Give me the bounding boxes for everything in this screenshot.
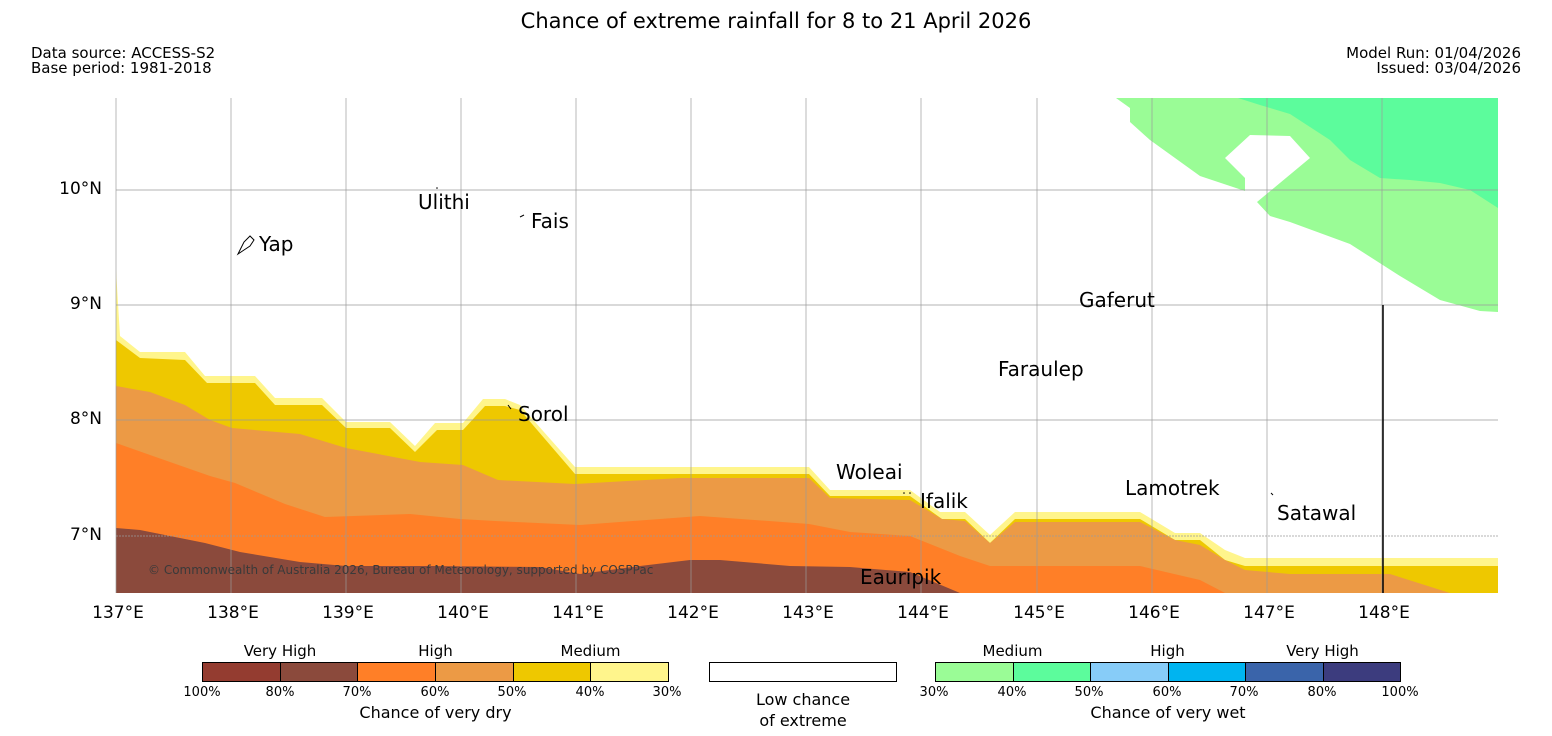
- legend-wet-swatch-2: [1013, 663, 1091, 681]
- legend-dry-tick: 30%: [652, 685, 682, 700]
- legend-wet-tick: 40%: [997, 685, 1027, 700]
- place-woleai: Woleai: [836, 460, 903, 484]
- legend-dry-medium: Medium: [560, 642, 621, 660]
- legend-low-chance-line1: Low chance: [755, 690, 851, 709]
- issued-date: Issued: 03/04/2026: [1376, 59, 1521, 77]
- legend-dry-very-high: Very High: [243, 642, 317, 660]
- legend-dry-tick: 100%: [183, 685, 221, 700]
- legend-wet-swatch-6: [1323, 663, 1400, 681]
- sorol-island: [507, 404, 512, 410]
- ifalik-island: [903, 492, 905, 494]
- lat-label-9n: 9°N: [69, 294, 102, 314]
- legend-wet-tick: 50%: [1074, 685, 1104, 700]
- legend-wet-medium: Medium: [982, 642, 1043, 660]
- legend-dry-high: High: [418, 642, 453, 660]
- meta-left: Data source: ACCESS-S2 Base period: 1981…: [31, 46, 215, 76]
- ifalik-island-2: [909, 492, 911, 494]
- legend-dry-colorbar: [202, 662, 669, 682]
- legend-wet-swatch-1: [936, 663, 1014, 681]
- yap-island-outline: [236, 235, 255, 256]
- graticule: [115, 98, 1498, 593]
- base-period: Base period: 1981-2018: [31, 59, 212, 77]
- legend-wet-tick: 100%: [1381, 685, 1419, 700]
- legend-wet-swatch-4: [1168, 663, 1246, 681]
- lat-label-10n: 10°N: [59, 179, 102, 199]
- place-sorol: Sorol: [518, 402, 569, 426]
- legend-wet-colorbar: [935, 662, 1401, 682]
- lon-label-142e: 142°E: [667, 603, 719, 623]
- lon-label-147e: 147°E: [1243, 603, 1295, 623]
- meta-right: Model Run: 01/04/2026 Issued: 03/04/2026: [1346, 46, 1521, 76]
- place-eauripik: Eauripik: [860, 565, 942, 589]
- legend-low-chance-title: Low chance of extreme: [709, 689, 897, 731]
- place-ifalik: Ifalik: [920, 489, 968, 513]
- place-faraulep: Faraulep: [998, 357, 1084, 381]
- legend-dry-swatch-1: [203, 663, 281, 681]
- legend-wet-title: Chance of very wet: [1090, 703, 1246, 722]
- ulithi-island: [436, 187, 438, 189]
- lat-label-7n: 7°N: [69, 525, 102, 545]
- region-dry-very-high: [116, 528, 960, 593]
- place-satawal: Satawal: [1277, 501, 1357, 525]
- legend-dry-swatch-5: [513, 663, 592, 681]
- lon-label-141e: 141°E: [552, 603, 604, 623]
- legend-dry-swatch-6: [591, 663, 669, 681]
- copyright-notice: © Commonwealth of Australia 2026, Bureau…: [148, 563, 654, 577]
- legend-wet-high: High: [1150, 642, 1185, 660]
- lon-label-139e: 139°E: [322, 603, 374, 623]
- place-fais: Fais: [531, 209, 569, 233]
- place-gaferut: Gaferut: [1079, 288, 1155, 312]
- data-source: Data source: ACCESS-S2: [31, 44, 216, 62]
- region-dry-high: [116, 443, 1225, 593]
- legend-dry-tick: 40%: [575, 685, 605, 700]
- legend-dry-swatch-3: [358, 663, 437, 681]
- map-title: Chance of extreme rainfall for 8 to 21 A…: [520, 9, 1032, 33]
- legend-dry-tick: 70%: [342, 685, 372, 700]
- legend-wet-very-high: Very High: [1286, 642, 1359, 660]
- model-run: Model Run: 01/04/2026: [1346, 44, 1521, 62]
- legend-wet-tick: 70%: [1229, 685, 1259, 700]
- legend-dry-title: Chance of very dry: [359, 703, 512, 722]
- lon-label-148e: 148°E: [1358, 603, 1410, 623]
- legend-dry-swatch-2: [280, 663, 359, 681]
- legend-dry-tick: 50%: [497, 685, 527, 700]
- legend-wet-swatch-3: [1091, 663, 1169, 681]
- legend-dry-swatch-4: [436, 663, 514, 681]
- lon-label-138e: 138°E: [207, 603, 259, 623]
- region-wet-medium-high: [1238, 98, 1498, 208]
- legend-low-chance-line2: of extreme: [759, 711, 847, 730]
- legend-wet-swatch-5: [1246, 663, 1324, 681]
- lon-label-145e: 145°E: [1013, 603, 1065, 623]
- legend-wet-tick: 80%: [1307, 685, 1337, 700]
- satawal-island: [1270, 492, 1274, 496]
- lon-label-143e: 143°E: [782, 603, 834, 623]
- lon-label-146e: 146°E: [1128, 603, 1180, 623]
- lon-label-144e: 144°E: [897, 603, 949, 623]
- fais-island: [519, 214, 525, 218]
- place-yap: Yap: [259, 232, 294, 256]
- lon-label-140e: 140°E: [437, 603, 489, 623]
- legend-low-chance-box: [709, 662, 897, 682]
- place-ulithi: Ulithi: [418, 190, 470, 214]
- legend-wet-tick: 30%: [919, 685, 949, 700]
- legend-dry-tick: 60%: [420, 685, 450, 700]
- legend-dry-tick: 80%: [265, 685, 295, 700]
- legend-wet-tick: 60%: [1152, 685, 1182, 700]
- lat-label-8n: 8°N: [69, 409, 102, 429]
- place-lamotrek: Lamotrek: [1125, 476, 1220, 500]
- lon-label-137e: 137°E: [92, 603, 144, 623]
